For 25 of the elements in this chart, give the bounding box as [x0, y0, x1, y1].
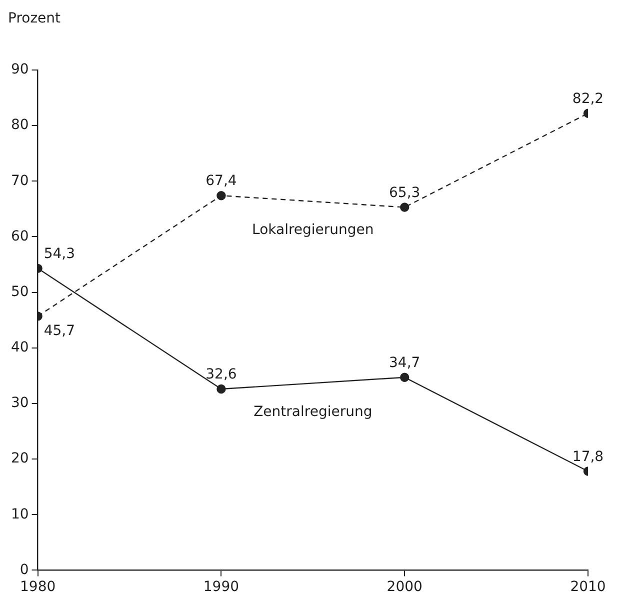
- y-tick-label: 40: [10, 340, 29, 356]
- series-label: Zentralregierung: [254, 404, 372, 420]
- y-tick-label: 0: [20, 562, 29, 578]
- data-label: 32,6: [206, 366, 237, 383]
- y-tick-label: 30: [10, 395, 29, 412]
- y-tick-label: 60: [10, 228, 29, 244]
- data-label: 34,7: [389, 354, 420, 371]
- y-tick-label: 50: [10, 284, 29, 300]
- data-label: 54,3: [44, 246, 75, 262]
- y-tick-label: 20: [10, 450, 29, 467]
- series-label: Lokalregierungen: [252, 222, 374, 238]
- data-label: 67,4: [206, 173, 237, 190]
- x-tick-label: 1990: [203, 579, 240, 596]
- x-tick-label: 2000: [386, 579, 422, 596]
- data-label: 82,2: [572, 90, 604, 107]
- y-tick-label: 70: [10, 172, 29, 189]
- x-tick-label: 2010: [570, 579, 606, 596]
- data-label: 45,7: [44, 322, 75, 339]
- y-axis-title: Prozent: [8, 10, 62, 27]
- x-tick-label: 1980: [20, 579, 56, 596]
- data-label: 65,3: [389, 184, 420, 201]
- data-label: 17,8: [572, 448, 604, 465]
- y-tick-label: 80: [10, 117, 29, 134]
- y-tick-label: 90: [10, 62, 29, 78]
- y-tick-label: 10: [10, 506, 29, 522]
